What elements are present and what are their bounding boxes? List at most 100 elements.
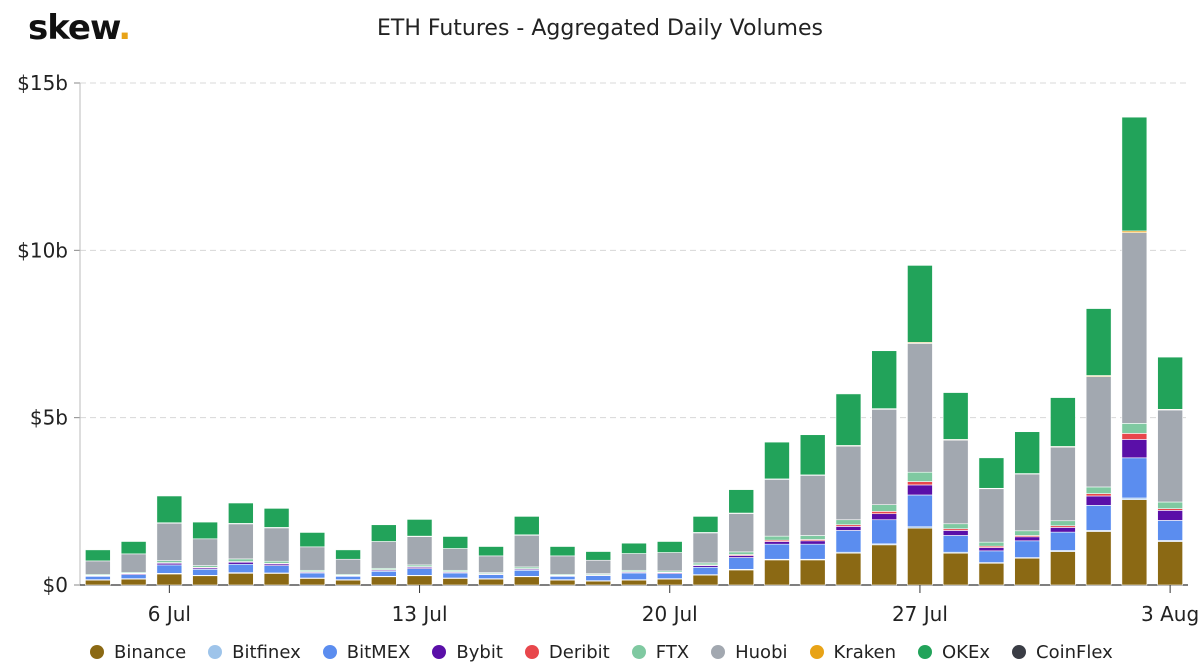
bar-segment-binance <box>942 552 969 586</box>
bar-segment-ftx <box>871 504 897 512</box>
bar-segment-binance <box>1121 499 1148 586</box>
legend-swatch <box>208 645 223 659</box>
legend-label: Huobi <box>735 641 788 663</box>
bar-segment-binance <box>228 572 254 586</box>
bar-segment-okex <box>442 536 469 549</box>
legend-label: CoinFlex <box>1036 641 1113 663</box>
bar-segment-huobi <box>442 548 469 571</box>
bar-segment-huobi <box>656 552 683 572</box>
legend-swatch <box>524 645 539 659</box>
bar-segment-huobi <box>549 555 576 575</box>
bar-segment-okex <box>228 502 254 524</box>
bar-segment-bybit <box>978 547 1005 552</box>
bar-segment-bitmex <box>728 557 755 570</box>
legend-item-bybit[interactable]: Bybit <box>432 642 503 663</box>
bar-segment-okex <box>692 516 719 533</box>
bar-segment-ftx <box>1050 520 1076 527</box>
bar-segment-binance <box>120 578 147 586</box>
bar-segment-okex <box>1121 116 1148 232</box>
bar-segment-okex <box>585 551 612 561</box>
bar-segment-ftx <box>1121 423 1148 434</box>
legend-item-okex[interactable]: OKEx <box>918 642 990 663</box>
bar-segment-bybit <box>835 526 862 531</box>
bar-segment-bybit <box>1014 536 1040 542</box>
bar-segment-huobi <box>263 527 290 562</box>
x-tick-label: 6 Jul <box>148 602 191 626</box>
legend-item-bitmex[interactable]: BitMEX <box>322 642 410 663</box>
bar-segment-bitmex <box>907 494 933 528</box>
bar-segment-okex <box>799 434 826 476</box>
bar-segment-binance <box>621 579 647 586</box>
bar-segment-bybit <box>1085 495 1112 506</box>
bar-segment-ftx <box>728 551 755 555</box>
bar-segment-okex <box>478 546 504 557</box>
x-tick-label: 27 Jul <box>892 602 948 626</box>
bar-segment-bybit <box>907 484 933 496</box>
bar-segment-bitmex <box>764 543 790 560</box>
bar-segment-okex <box>728 489 755 514</box>
bar-segment-okex <box>621 542 647 554</box>
bar-segment-deribit <box>1121 433 1148 440</box>
legend-label: FTX <box>655 641 690 663</box>
y-tick-label: $5b <box>30 406 68 430</box>
bar-segment-ftx <box>263 560 290 564</box>
bar-segment-okex <box>907 265 933 343</box>
legend-item-huobi[interactable]: Huobi <box>711 641 788 663</box>
bar-segment-bitmex <box>335 575 361 580</box>
chart-title: ETH Futures - Aggregated Daily Volumes <box>377 16 823 41</box>
legend-item-ftx[interactable]: FTX <box>631 641 690 663</box>
bar-segment-deribit <box>907 481 933 486</box>
bar-segment-huobi <box>585 559 612 574</box>
bar-segment-binance <box>907 527 933 586</box>
bar-segment-binance <box>442 578 469 586</box>
bar-segment-bybit <box>942 530 969 536</box>
bar-segment-okex <box>120 541 147 555</box>
legend-item-deribit[interactable]: Deribit <box>524 641 610 663</box>
legend-item-coinflex[interactable]: CoinFlex <box>1012 642 1113 663</box>
bar-segment-bitmex <box>1157 520 1183 541</box>
bar-segment-ftx <box>907 471 933 482</box>
bar-segment-binance <box>299 578 326 586</box>
legend-item-binance[interactable]: Binance <box>90 642 186 663</box>
bar-segment-bybit <box>1157 510 1183 521</box>
legend-label: Binance <box>114 641 187 663</box>
bar-segment-okex <box>871 350 897 409</box>
legend-item-bitfinex[interactable]: Bitfinex <box>208 642 301 663</box>
bar-segment-huobi <box>513 534 540 568</box>
bar-segment-bybit <box>871 513 897 521</box>
bar-segment-ftx <box>1157 501 1183 509</box>
bar-segment-bitmex <box>656 573 683 579</box>
bar-segment-binance <box>871 544 897 586</box>
bar-segment-huobi <box>1085 376 1112 488</box>
bar-segment-huobi <box>406 536 433 566</box>
legend-swatch <box>432 645 447 659</box>
bar-segment-binance <box>728 569 755 586</box>
bar-segment-bitmex <box>156 564 183 574</box>
bar-segment-huobi <box>1014 473 1040 532</box>
bar-segment-binance <box>835 552 862 586</box>
bar-segment-bybit <box>799 540 826 545</box>
bar-segment-okex <box>942 392 969 440</box>
bar-segment-bitmex <box>85 575 111 580</box>
bar-segment-binance <box>764 559 790 586</box>
bar-segment-huobi <box>978 488 1005 543</box>
bar-segment-bitmex <box>835 530 862 553</box>
bar-segment-bitmex <box>978 550 1005 563</box>
bar-segment-huobi <box>871 408 897 505</box>
legend-item-kraken[interactable]: Kraken <box>809 642 896 663</box>
bar-segment-ftx <box>799 535 826 540</box>
bar-segment-okex <box>978 457 1005 489</box>
bar-segment-binance <box>585 580 612 586</box>
bar-segment-okex <box>549 546 576 557</box>
bar-segment-huobi <box>1157 409 1183 503</box>
bar-segment-bitmex <box>549 575 576 580</box>
bar-segment-huobi <box>228 523 254 560</box>
bar-segment-ftx <box>835 519 862 526</box>
bar-segment-huobi <box>335 558 361 575</box>
legend-label: Deribit <box>548 641 610 663</box>
bar-segment-bybit <box>1121 439 1148 459</box>
bar-segment-bybit <box>228 561 254 565</box>
bar-segment-huobi <box>85 560 111 575</box>
legend-swatch <box>711 645 726 659</box>
